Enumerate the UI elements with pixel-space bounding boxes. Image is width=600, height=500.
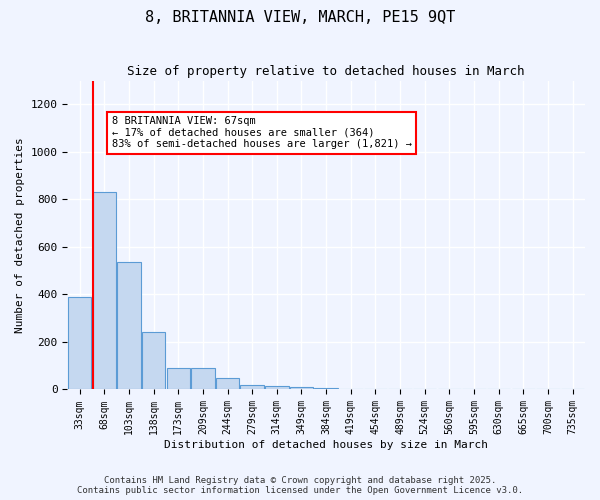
Y-axis label: Number of detached properties: Number of detached properties: [15, 137, 25, 333]
Bar: [339, 388, 362, 390]
Bar: [265, 386, 289, 390]
Bar: [290, 387, 313, 390]
Bar: [92, 192, 116, 390]
Text: Contains HM Land Registry data © Crown copyright and database right 2025.
Contai: Contains HM Land Registry data © Crown c…: [77, 476, 523, 495]
Text: 8 BRITANNIA VIEW: 67sqm
← 17% of detached houses are smaller (364)
83% of semi-d: 8 BRITANNIA VIEW: 67sqm ← 17% of detache…: [112, 116, 412, 150]
Bar: [142, 332, 165, 390]
Bar: [241, 384, 264, 390]
Title: Size of property relative to detached houses in March: Size of property relative to detached ho…: [127, 65, 525, 78]
Bar: [167, 368, 190, 390]
Bar: [191, 368, 215, 390]
X-axis label: Distribution of detached houses by size in March: Distribution of detached houses by size …: [164, 440, 488, 450]
Text: 8, BRITANNIA VIEW, MARCH, PE15 9QT: 8, BRITANNIA VIEW, MARCH, PE15 9QT: [145, 10, 455, 25]
Bar: [117, 262, 140, 390]
Bar: [68, 297, 91, 390]
Bar: [216, 378, 239, 390]
Bar: [314, 388, 338, 390]
